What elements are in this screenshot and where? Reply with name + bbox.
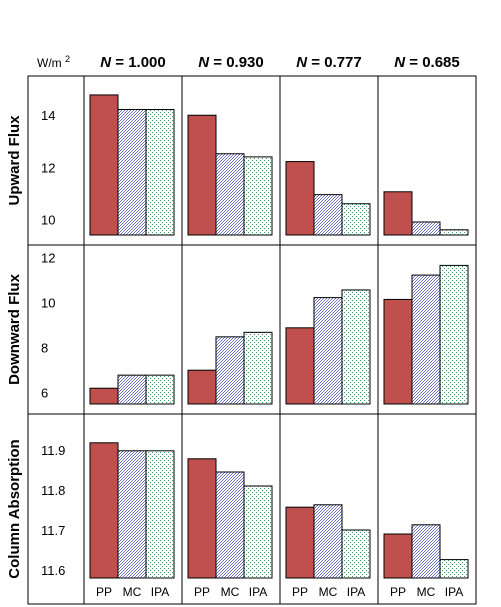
bar-mc [411,524,441,579]
y-axis-frame-1 [27,75,85,246]
bar-mc [215,153,245,236]
y-axis-frame-2 [27,244,85,415]
bar-mc [117,374,147,405]
bar-pp [187,114,217,236]
category-label: PP [292,585,308,599]
y-axes: 10 12 14 6 8 10 12 11.6 11.7 11.8 11.9 [27,75,85,605]
category-labels: PP MC IPA PP MC IPA PP MC IPA PP MC IPA [96,585,463,599]
bar-pp [285,506,315,579]
category-label: MC [319,585,338,599]
y-tick-label: 10 [41,212,55,227]
bar-mc [411,221,441,236]
row-titles: Upward Flux Downward Flux Column Absorptio… [6,115,23,579]
bar-pp [285,161,315,236]
bar-pp [187,369,217,405]
y-tick-label: 12 [41,251,55,266]
y-tick-label: 12 [41,160,55,175]
category-label: MC [417,585,436,599]
category-label: IPA [249,585,267,599]
row-title-3: Column Absorption [6,439,23,578]
bar-mc [215,471,245,579]
y-axis-frame-3 [27,413,85,605]
bar-pp [383,533,413,579]
bar-ipa [439,229,469,236]
column-title-3: N = 0.777 [296,54,361,71]
bar-mc [313,297,343,405]
y-tick-label: 8 [41,341,48,356]
row-title-2: Downward Flux [6,273,23,384]
y-tick-label: 14 [41,108,55,123]
bar-pp [383,191,413,236]
bar-ipa [145,374,175,405]
bar-ipa [243,331,273,405]
y-tick-label: 11.6 [41,563,65,578]
category-label: IPA [151,585,169,599]
y-tick-label: 10 [41,296,55,311]
bar-ipa [439,559,469,579]
y-tick-label: 6 [41,386,48,401]
y-tick-label: 11.8 [41,483,65,498]
bar-ipa [341,203,371,236]
category-label: PP [96,585,112,599]
bar-ipa [145,109,175,236]
bar-ipa [341,529,371,579]
bar-pp [89,442,119,579]
bar-mc [117,450,147,579]
panels [83,75,477,605]
column-title-4: N = 0.685 [394,54,459,71]
bar-mc [117,109,147,236]
bar-pp [89,387,119,405]
bar-ipa [439,264,469,405]
bar-pp [89,94,119,236]
column-titles: N = 1.000 N = 0.930 N = 0.777 N = 0.685 [100,54,459,71]
column-title-2: N = 0.930 [198,54,263,71]
unit-label: W/m 2 [37,54,70,70]
bar-pp [285,327,315,405]
bar-pp [187,458,217,579]
category-label: PP [194,585,210,599]
bar-mc [313,504,343,579]
category-label: MC [221,585,240,599]
category-label: MC [123,585,142,599]
bar-mc [411,274,441,405]
y-tick-label: 11.9 [41,443,65,458]
column-title-1: N = 1.000 [100,54,165,71]
bar-mc [215,336,245,405]
bar-ipa [145,450,175,579]
category-label: IPA [445,585,463,599]
row-title-1: Upward Flux [6,115,23,206]
bar-ipa [341,289,371,405]
y-tick-label: 11.7 [41,523,65,538]
bar-mc [313,194,343,236]
category-label: IPA [347,585,365,599]
unit-superscript: 2 [65,54,70,64]
bar-ipa [243,156,273,236]
unit-text: W/m [37,56,62,70]
bar-ipa [243,485,273,579]
category-label: PP [390,585,406,599]
bar-pp [383,298,413,405]
